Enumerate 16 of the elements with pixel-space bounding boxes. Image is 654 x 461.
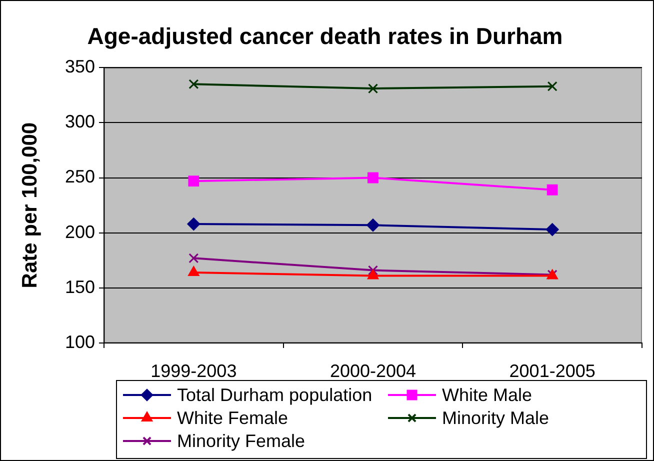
y-tick-label: 350 bbox=[64, 56, 95, 77]
legend-label: White Male bbox=[442, 384, 532, 405]
y-tick-label: 250 bbox=[64, 166, 95, 187]
y-tick-label: 200 bbox=[64, 222, 95, 242]
y-tick-label: 100 bbox=[64, 332, 95, 352]
chart-title: Age-adjusted cancer death rates in Durham bbox=[87, 23, 563, 50]
legend-label: White Female bbox=[177, 408, 288, 428]
y-tick-label: 300 bbox=[64, 112, 95, 132]
y-axis-title: Rate per 100,000 bbox=[18, 122, 42, 288]
x-tick-label: 1999-2003 bbox=[150, 360, 237, 381]
legend-label: Total Durham population bbox=[177, 384, 372, 405]
y-tick-label: 150 bbox=[64, 276, 95, 297]
legend-label: Minority Male bbox=[442, 408, 550, 428]
legend-label: Minority Female bbox=[177, 430, 306, 451]
x-tick-label: 2000-2004 bbox=[330, 360, 416, 381]
x-tick-label: 2001-2005 bbox=[509, 360, 596, 381]
